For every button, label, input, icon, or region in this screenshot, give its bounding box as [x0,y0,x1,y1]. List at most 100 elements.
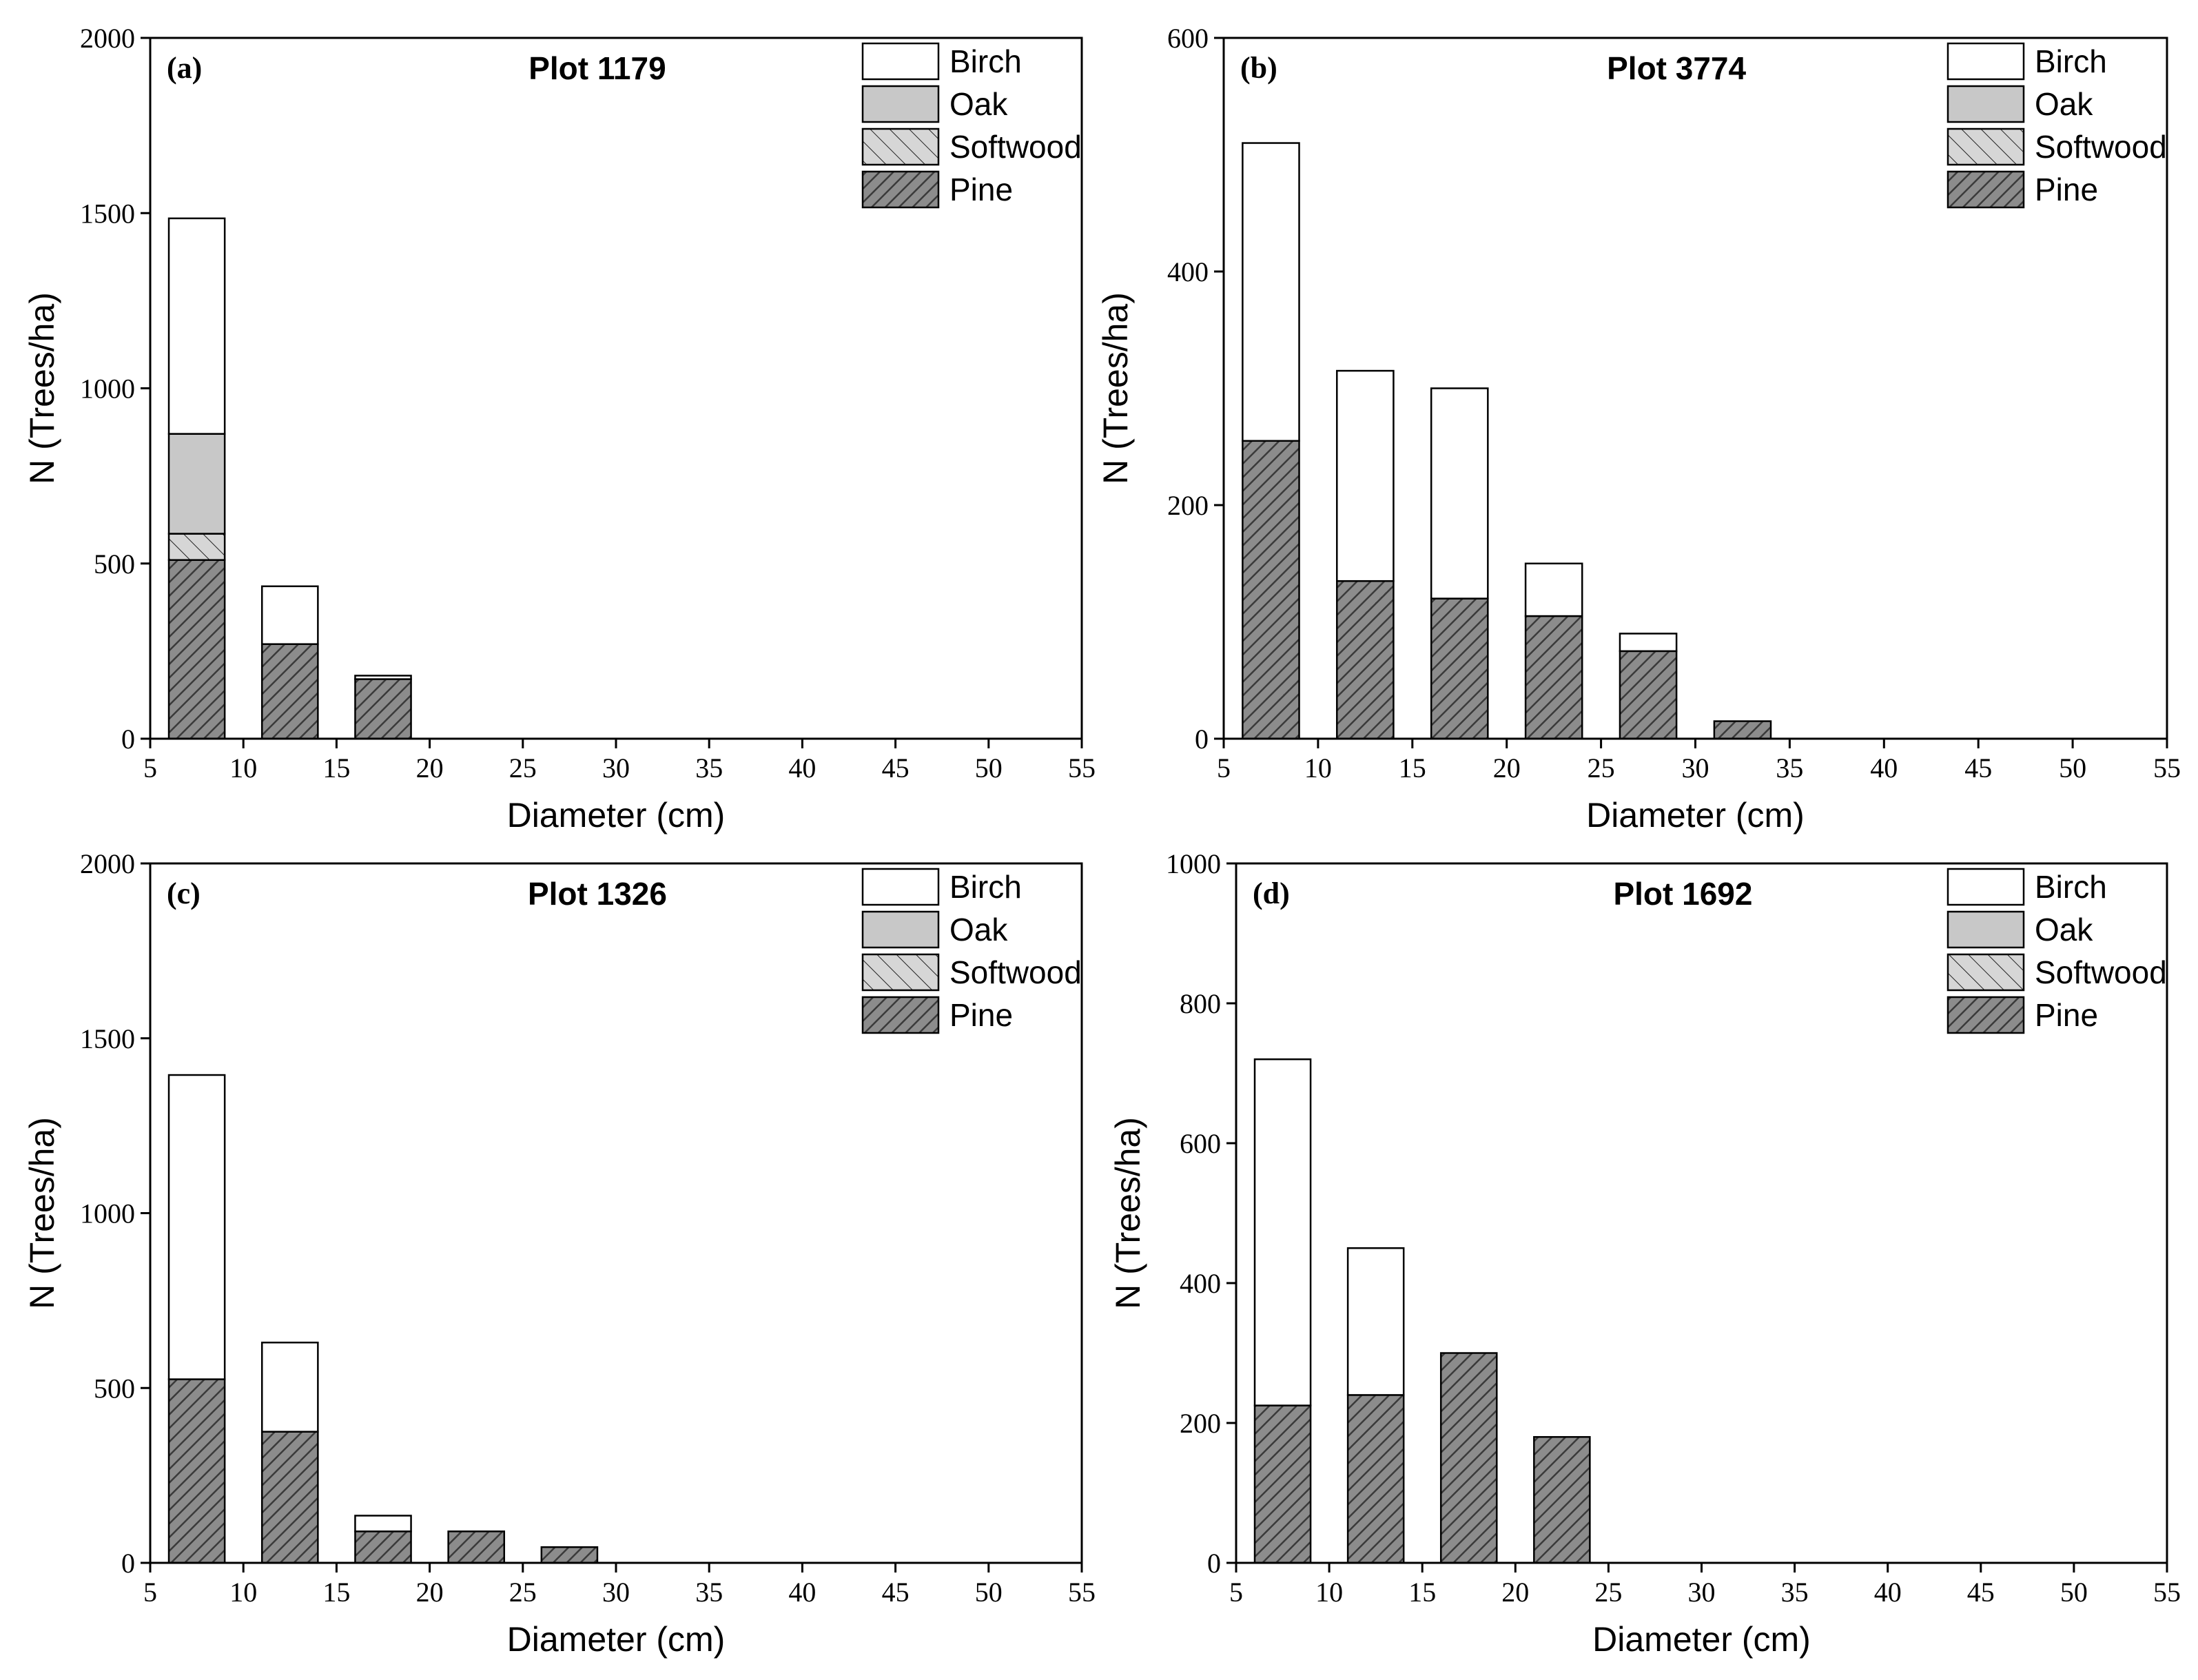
legend-swatch-pine [861,996,940,1034]
legend-label-softwood: Softwood [2035,954,2167,990]
legend-label-pine: Pine [949,997,1013,1033]
x-axis-label: Diameter (cm) [507,796,726,834]
bar-birch-17.5 [1430,387,1489,600]
legend-label-birch: Birch [949,43,1022,79]
x-tick-label: 50 [2059,752,2086,783]
y-tick-label: 2000 [80,848,135,879]
x-tick-label: 20 [1493,752,1521,783]
y-tick-label: 400 [1167,256,1209,287]
x-tick-label: 35 [695,1577,723,1608]
legend-swatch-birch [1947,42,2025,81]
x-tick-label: 40 [788,752,816,783]
x-tick-label: 15 [1399,752,1426,783]
y-tick-label: 500 [94,1373,135,1404]
x-tick-label: 20 [416,752,444,783]
x-tick-label: 30 [602,752,630,783]
bar-birch-22.5 [1524,562,1583,617]
x-tick-label: 20 [416,1577,444,1608]
legend-label-oak: Oak [2035,86,2093,122]
y-tick-label: 1000 [80,373,135,404]
legend-swatch-softwood [861,127,940,166]
chart-title: Plot 1692 [1613,876,1752,912]
y-tick-label: 1500 [80,1023,135,1054]
x-axis-label: Diameter (cm) [507,1620,726,1659]
bar-pine-7.5 [167,559,226,740]
x-tick-label: 55 [2153,752,2181,783]
y-tick-label: 2000 [80,23,135,54]
legend-swatch-softwood [1947,953,2025,992]
legend-swatch-oak [1947,910,2025,949]
y-tick-label: 0 [121,724,135,755]
bar-birch-7.5 [167,1074,226,1380]
bar-birch-12.5 [1346,1247,1405,1396]
y-tick-label: 1500 [80,198,135,229]
y-tick-label: 1000 [80,1198,135,1229]
x-tick-label: 20 [1501,1577,1529,1608]
legend-swatch-pine [1947,996,2025,1034]
x-tick-label: 15 [1408,1577,1436,1608]
x-tick-label: 5 [143,1577,157,1608]
bar-pine-7.5 [1253,1404,1312,1564]
legend: Birch Oak Softwood Pine [861,868,1082,1034]
legend-swatch-oak [861,910,940,949]
x-tick-label: 40 [1870,752,1898,783]
bar-pine-12.5 [260,1431,319,1564]
x-tick-label: 45 [1967,1577,1995,1608]
y-tick-label: 0 [121,1548,135,1579]
bar-pine-27.5 [1619,650,1678,740]
bar-pine-17.5 [354,678,412,740]
x-tick-label: 35 [695,752,723,783]
y-tick-label: 500 [94,549,135,580]
legend-label-birch: Birch [949,869,1022,905]
legend-swatch-pine [861,170,940,209]
x-tick-label: 10 [1304,752,1332,783]
bar-birch-17.5 [354,1515,412,1533]
y-tick-label: 200 [1167,490,1209,521]
panel-label: (d) [1253,877,1290,910]
legend-swatch-softwood [1947,127,2025,166]
bar-birch-12.5 [260,1342,319,1433]
chart-title: Plot 1326 [528,876,667,912]
bar-pine-12.5 [260,643,319,740]
bar-pine-22.5 [1533,1436,1591,1564]
x-tick-label: 45 [1964,752,1992,783]
bar-birch-7.5 [1253,1058,1312,1406]
legend-swatch-birch [861,42,940,81]
x-tick-label: 25 [1588,752,1615,783]
y-tick-label: 200 [1180,1408,1221,1439]
x-tick-label: 25 [1594,1577,1622,1608]
bar-pine-32.5 [1713,720,1772,740]
x-axis-label: Diameter (cm) [1592,1620,1811,1659]
bar-birch-12.5 [1336,369,1395,582]
bar-pine-12.5 [1336,580,1395,740]
legend-swatch-softwood [861,953,940,992]
legend-label-oak: Oak [949,912,1008,947]
panel-d: 5 10 15 20 25 30 35 40 45 50 55 0 200 400 600 800 1000 Di… [1109,848,2181,1659]
legend-label-softwood: Softwood [949,129,1082,165]
chart-title: Plot 3774 [1607,50,1746,86]
legend-swatch-pine [1947,170,2025,209]
x-tick-label: 50 [2060,1577,2088,1608]
legend-label-pine: Pine [949,172,1013,207]
x-tick-label: 55 [1068,1577,1096,1608]
x-tick-label: 10 [229,1577,257,1608]
y-axis-label: N (Trees/ha) [23,292,61,484]
panel-label: (c) [167,877,201,910]
legend-label-birch: Birch [2035,43,2107,79]
bar-pine-12.5 [1346,1394,1405,1564]
x-tick-label: 10 [229,752,257,783]
chart-title: Plot 1179 [528,50,666,86]
legend-swatch-oak [861,85,940,123]
bar-birch-7.5 [1242,142,1300,442]
x-tick-label: 30 [1688,1577,1716,1608]
x-tick-label: 30 [602,1577,630,1608]
bar-pine-17.5 [1430,597,1489,740]
bar-birch-17.5 [354,675,412,680]
bar-pine-27.5 [540,1546,599,1564]
bar-pine-17.5 [1439,1352,1498,1564]
panel-b: 5 10 15 20 25 30 35 40 45 50 55 0 200 400 600 Diameter … [1096,23,2181,834]
legend-swatch-oak [1947,85,2025,123]
bar-pine-17.5 [354,1530,412,1564]
y-tick-label: 0 [1195,724,1209,755]
panel-label: (a) [167,51,202,85]
